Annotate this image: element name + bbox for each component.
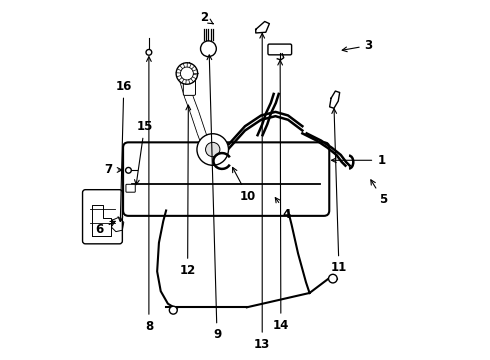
Circle shape <box>125 167 131 173</box>
Text: 4: 4 <box>275 198 291 221</box>
Circle shape <box>329 274 337 283</box>
Polygon shape <box>330 91 340 108</box>
FancyBboxPatch shape <box>126 184 135 192</box>
Text: 9: 9 <box>207 55 221 341</box>
FancyBboxPatch shape <box>268 44 292 55</box>
Text: 16: 16 <box>116 80 132 221</box>
Polygon shape <box>256 22 270 33</box>
Text: 10: 10 <box>233 167 256 203</box>
Text: 14: 14 <box>272 60 289 332</box>
Text: 3: 3 <box>342 39 373 52</box>
Text: 5: 5 <box>371 180 387 206</box>
FancyBboxPatch shape <box>82 190 122 244</box>
Circle shape <box>205 142 220 157</box>
FancyBboxPatch shape <box>123 142 329 216</box>
Text: 15: 15 <box>135 120 153 185</box>
Polygon shape <box>180 80 192 98</box>
Text: 6: 6 <box>96 221 115 236</box>
FancyBboxPatch shape <box>183 75 196 95</box>
Circle shape <box>170 306 177 314</box>
Text: 12: 12 <box>179 105 196 277</box>
Text: 13: 13 <box>254 33 270 351</box>
Circle shape <box>200 41 216 57</box>
Text: 2: 2 <box>200 12 213 24</box>
Circle shape <box>197 134 228 165</box>
Circle shape <box>176 63 197 84</box>
Text: 1: 1 <box>332 154 385 167</box>
Text: 8: 8 <box>145 57 153 333</box>
Polygon shape <box>191 112 205 134</box>
Circle shape <box>146 49 152 55</box>
Circle shape <box>180 67 194 80</box>
Polygon shape <box>198 134 210 148</box>
Polygon shape <box>186 98 197 112</box>
Text: 7: 7 <box>105 163 122 176</box>
Text: 11: 11 <box>331 109 347 274</box>
